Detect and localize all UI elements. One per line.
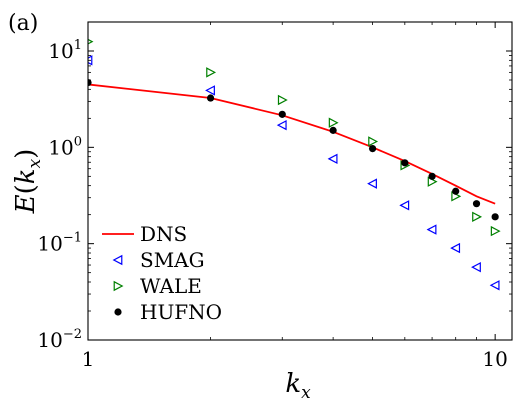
y-tick-label: 10−2: [37, 327, 82, 352]
legend-dns-label: DNS: [140, 222, 187, 246]
hufno-point: [278, 110, 286, 118]
wale-point: [277, 94, 288, 106]
y-axis-label: E(kx): [11, 149, 45, 215]
smag-point: [276, 119, 287, 131]
hufno-point: [88, 78, 92, 87]
x-tick-label: 10: [482, 347, 507, 371]
y-tick-label-base: 10: [48, 39, 73, 63]
plot-clipped-group: [88, 38, 501, 291]
smag-point: [471, 261, 481, 273]
hufno-point: [329, 126, 337, 134]
smag-point: [489, 280, 500, 291]
dns-line: [88, 83, 496, 205]
y-tick-label: 101: [48, 38, 82, 63]
smag-point: [367, 178, 377, 189]
panel-label: (a): [8, 11, 38, 36]
y-tick-label: 100: [48, 134, 82, 159]
smag-point: [450, 242, 461, 254]
legend-hufno-swatch: [114, 308, 122, 316]
smag-point: [399, 200, 410, 211]
plot-area: [88, 38, 501, 291]
wale-point: [328, 117, 339, 128]
y-tick-label-base: 10: [37, 232, 62, 256]
smag-point: [88, 55, 93, 66]
smag-point: [426, 224, 437, 235]
wale-point: [472, 211, 483, 223]
legend-wale-swatch: [113, 280, 124, 292]
x-axis-label: kx: [285, 369, 311, 403]
hufno-point: [428, 172, 436, 180]
y-tick-label-exp: 0: [74, 134, 82, 149]
hufno-point: [368, 145, 377, 153]
hufno-point: [206, 94, 215, 102]
y-axis-label-open: (: [11, 184, 41, 194]
legend-hufno-label: HUFNO: [140, 300, 222, 324]
y-axis-label-sub: x: [25, 158, 45, 168]
y-axis-label-k: k: [11, 168, 41, 184]
legend-wale-label: WALE: [140, 274, 202, 298]
y-tick-label: 10−1: [37, 231, 82, 256]
y-tick-label-base: 10: [48, 135, 73, 159]
y-tick-label-exp: −1: [63, 231, 82, 246]
smag-point: [205, 85, 215, 96]
wale-point: [368, 136, 379, 147]
hufno-point: [401, 159, 409, 167]
x-axis-label-sub: x: [301, 383, 311, 403]
x-tick-label: 1: [82, 347, 95, 371]
y-tick-label-base: 10: [37, 328, 62, 352]
y-axis-label-close: ): [11, 149, 41, 159]
hufno-point: [452, 187, 460, 195]
hufno-point: [491, 213, 499, 221]
wale-point: [490, 225, 501, 237]
hufno-point: [472, 200, 481, 208]
y-axis-label-e: E: [11, 194, 41, 214]
wale-point: [206, 67, 217, 78]
smag-point: [327, 153, 338, 165]
legend-smag-swatch: [112, 254, 123, 266]
x-axis-label-base: k: [285, 369, 301, 399]
plot-frame: [87, 21, 513, 341]
legend-smag-label: SMAG: [140, 248, 205, 272]
y-tick-label-exp: −2: [63, 327, 82, 342]
y-tick-label-exp: 1: [74, 38, 82, 53]
